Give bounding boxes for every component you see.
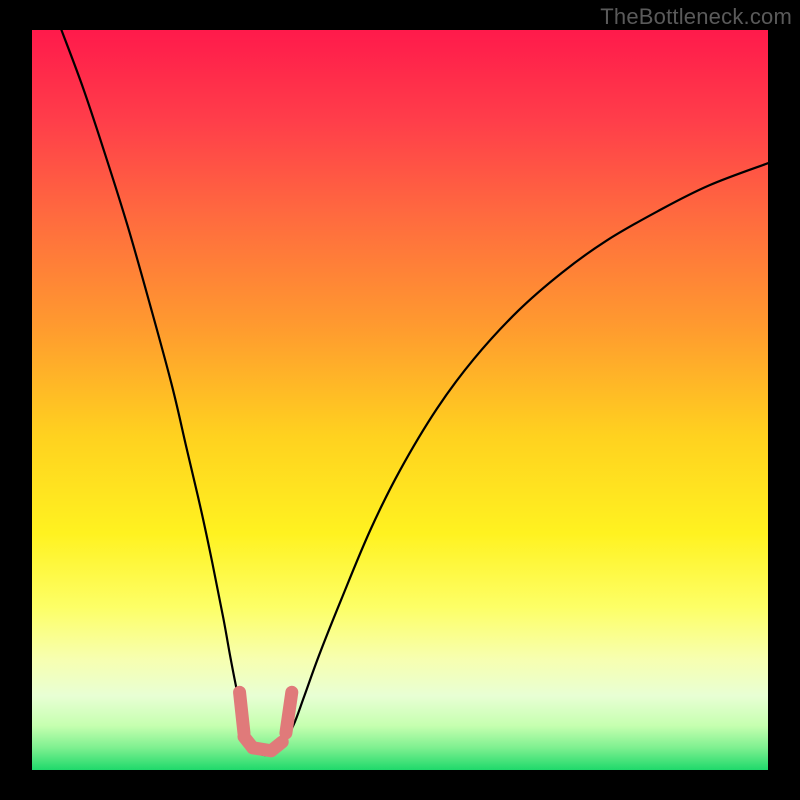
valley-tick — [271, 742, 282, 751]
valley-tick — [286, 692, 292, 733]
valley-tick — [240, 692, 244, 733]
watermark-text: TheBottleneck.com — [600, 4, 792, 30]
plot-background — [32, 30, 768, 770]
bottleneck-chart — [32, 30, 768, 770]
